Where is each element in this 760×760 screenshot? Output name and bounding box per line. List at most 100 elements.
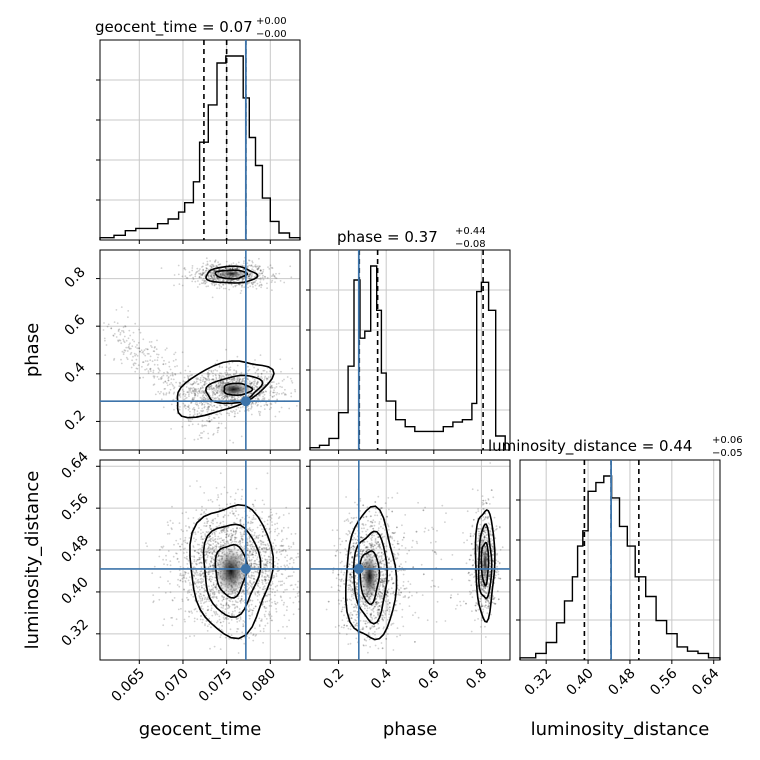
- scatter-point: [255, 287, 258, 290]
- scatter-point: [192, 414, 195, 417]
- scatter-point: [275, 544, 277, 547]
- scatter-point: [298, 591, 300, 593]
- scatter-point: [171, 371, 174, 374]
- scatter-point: [184, 539, 187, 541]
- scatter-point: [212, 274, 215, 277]
- scatter-point: [242, 278, 245, 281]
- scatter-point: [188, 576, 191, 578]
- scatter-point: [226, 379, 228, 382]
- scatter-point: [270, 281, 273, 284]
- scatter-point: [193, 392, 196, 395]
- scatter-point: [212, 277, 215, 280]
- scatter-point: [275, 272, 277, 275]
- scatter-point: [197, 591, 200, 593]
- scatter-point: [199, 573, 202, 576]
- scatter-point: [216, 587, 218, 590]
- scatter-point: [184, 404, 187, 407]
- scatter-point: [261, 528, 263, 531]
- scatter-point: [246, 549, 249, 552]
- scatter-point: [201, 546, 204, 548]
- scatter-point: [261, 535, 264, 538]
- scatter-point: [253, 565, 256, 567]
- scatter-point: [226, 412, 229, 415]
- scatter-point: [207, 375, 210, 378]
- scatter-point: [207, 285, 210, 288]
- scatter-point: [171, 599, 174, 602]
- scatter-point: [236, 628, 239, 630]
- scatter-point: [160, 377, 163, 380]
- scatter-point: [225, 533, 228, 536]
- scatter-point: [183, 589, 186, 591]
- scatter-point: [198, 402, 201, 404]
- scatter-point: [235, 540, 238, 543]
- scatter-point: [202, 409, 205, 412]
- scatter-point: [202, 277, 205, 280]
- scatter-point: [221, 366, 224, 369]
- scatter-point: [208, 387, 211, 389]
- scatter-point: [119, 332, 122, 334]
- scatter-point: [233, 521, 236, 524]
- scatter-point: [267, 266, 269, 268]
- scatter-point: [254, 554, 257, 557]
- scatter-point: [233, 607, 236, 610]
- scatter-point: [206, 388, 209, 390]
- scatter-point: [264, 572, 267, 575]
- scatter-point: [249, 544, 251, 547]
- scatter-point: [240, 545, 243, 548]
- scatter-point: [228, 367, 230, 370]
- scatter-point: [229, 495, 232, 498]
- scatter-point: [271, 581, 274, 583]
- scatter-point: [110, 327, 113, 330]
- scatter-point: [127, 310, 130, 312]
- scatter-point: [188, 271, 191, 274]
- scatter-point: [179, 406, 181, 408]
- scatter-point: [256, 383, 258, 385]
- scatter-point: [159, 548, 161, 551]
- scatter-point: [208, 570, 211, 573]
- scatter-point: [193, 556, 196, 559]
- scatter-point: [211, 533, 214, 536]
- scatter-point: [238, 268, 241, 270]
- scatter-point: [204, 623, 206, 625]
- scatter-point: [220, 545, 223, 548]
- scatter-point: [187, 404, 190, 407]
- scatter-point: [217, 429, 219, 432]
- scatter-point: [248, 281, 251, 284]
- scatter-point: [204, 282, 206, 285]
- scatter-point: [234, 267, 237, 270]
- scatter-point: [219, 405, 222, 407]
- scatter-point: [193, 581, 196, 584]
- scatter-point: [224, 543, 226, 545]
- scatter-point: [238, 378, 241, 380]
- scatter-point: [172, 392, 175, 395]
- scatter-point: [271, 267, 274, 270]
- scatter-point: [211, 532, 214, 534]
- scatter-point: [179, 545, 181, 548]
- scatter-point: [208, 578, 211, 581]
- scatter-point: [201, 538, 204, 541]
- scatter-point: [218, 287, 221, 290]
- scatter-point: [202, 376, 205, 379]
- scatter-point: [236, 526, 239, 529]
- scatter-point: [241, 278, 244, 280]
- scatter-point: [185, 277, 188, 279]
- scatter-point: [122, 338, 125, 341]
- scatter-point: [181, 512, 184, 515]
- scatter-point: [213, 532, 216, 534]
- scatter-point: [210, 266, 213, 269]
- scatter-point: [241, 488, 244, 491]
- scatter-point: [274, 594, 276, 597]
- scatter-point: [253, 560, 256, 562]
- scatter-point: [215, 283, 218, 286]
- scatter-point: [157, 371, 160, 374]
- scatter-point: [212, 543, 215, 545]
- scatter-point: [216, 265, 219, 268]
- scatter-point: [271, 591, 274, 594]
- scatter-point: [263, 554, 266, 557]
- scatter-point: [169, 388, 172, 391]
- scatter-point: [203, 405, 206, 408]
- scatter-point: [262, 383, 265, 386]
- scatter-point: [210, 275, 213, 278]
- scatter-point: [203, 381, 206, 383]
- scatter-point: [121, 330, 123, 332]
